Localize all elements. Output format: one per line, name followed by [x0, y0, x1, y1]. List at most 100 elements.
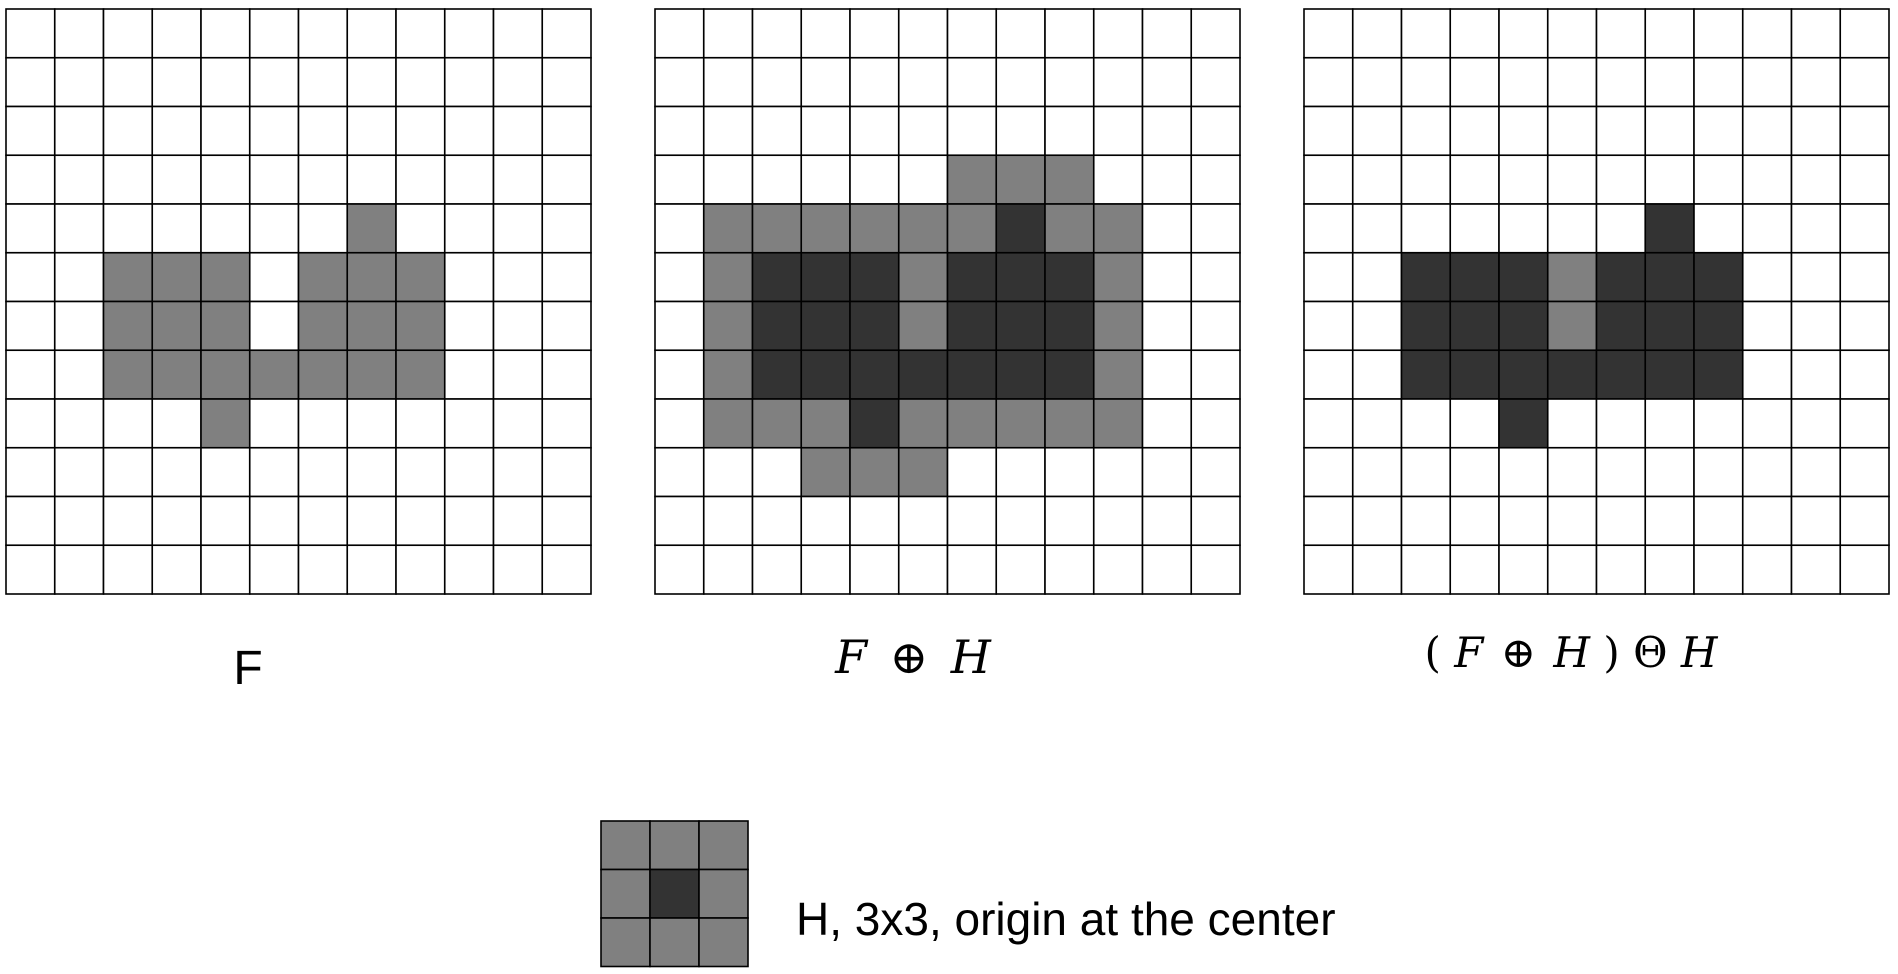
grid-cell-gray [800, 446, 851, 498]
grid-cell-empty [1092, 446, 1144, 498]
grid-cell-empty [1644, 398, 1695, 449]
grid-cell-empty [541, 203, 592, 254]
grid-cell-empty [151, 446, 202, 498]
grid-cell-empty [443, 105, 495, 157]
grid-cell-empty [102, 398, 154, 449]
grid-cell-empty [654, 300, 705, 352]
grid-cell-empty [151, 398, 202, 449]
grid-cell-dark [849, 251, 900, 303]
grid-cell-dark [1044, 349, 1095, 400]
grid-cell-empty [654, 544, 705, 595]
grid-cell-empty [995, 446, 1046, 498]
grid-cell-empty [443, 544, 495, 595]
grid-cell-empty [1303, 349, 1354, 400]
grid-cell-dark [1693, 300, 1744, 352]
grid-cell-dark [1498, 251, 1549, 303]
grid-cell-empty [1790, 398, 1842, 449]
grid-cell-empty [1741, 544, 1793, 595]
grid-cell-empty [1839, 349, 1890, 400]
grid-cell-gray [702, 398, 754, 449]
grid-cell-empty [1741, 349, 1793, 400]
grid-cell-empty [1044, 8, 1095, 59]
grid-cell-empty [1498, 105, 1549, 157]
grid-cell-dark [1449, 251, 1500, 303]
grid-cell-empty [248, 203, 300, 254]
grid-cell-empty [1693, 105, 1744, 157]
grid-cell-empty [1546, 105, 1598, 157]
grid-cell-empty [1141, 544, 1193, 595]
grid-cell-empty [1044, 495, 1095, 547]
grid-cell-empty [102, 495, 154, 547]
grid-cell-dark [1044, 300, 1095, 352]
grid-cell-empty [1303, 544, 1354, 595]
grid-cell-empty [1303, 300, 1354, 352]
grid-cell-empty [541, 544, 592, 595]
grid-cell-gray [800, 203, 851, 254]
grid-cell-gray [849, 203, 900, 254]
label-f-dilate-h: F ⊕ H [834, 630, 992, 684]
grid-cell-empty [995, 56, 1046, 108]
grid-cell-empty [248, 8, 300, 59]
grid-cell-empty [248, 56, 300, 108]
grid-cell-empty [1449, 544, 1500, 595]
grid-cell-empty [1141, 8, 1193, 59]
grid-cell-empty [751, 105, 803, 157]
grid-cell-empty [297, 154, 349, 205]
grid-cell-empty [1790, 56, 1842, 108]
grid-cell-gray [698, 868, 749, 919]
grid-cell-dark [1449, 300, 1500, 352]
grid-cell-gray [1092, 203, 1144, 254]
grid-cell-empty [1351, 56, 1403, 108]
grid-cell-empty [102, 544, 154, 595]
grid-cell-empty [102, 56, 154, 108]
grid-cell-empty [1693, 398, 1744, 449]
grid-cell-empty [654, 446, 705, 498]
grid-cell-empty [53, 544, 105, 595]
grid-cell-empty [897, 495, 949, 547]
grid-cell-dark [849, 398, 900, 449]
grid-cell-empty [946, 446, 998, 498]
grid-cell-dark [946, 300, 998, 352]
grid-cell-empty [53, 398, 105, 449]
grid-cell-empty [5, 544, 56, 595]
grid-cell-empty [102, 154, 154, 205]
grid-cell-empty [1741, 105, 1793, 157]
grid-cell-empty [5, 8, 56, 59]
grid-cell-empty [492, 446, 544, 498]
grid-cell-empty [1303, 495, 1354, 547]
grid-cell-gray [897, 398, 949, 449]
grid-cell-empty [492, 203, 544, 254]
grid-cell-gray [151, 300, 202, 352]
grid-cell-gray [1044, 203, 1095, 254]
grid-cell-gray [600, 868, 651, 919]
grid-cell-gray [698, 820, 749, 871]
grid-cell-empty [1400, 544, 1452, 595]
grid-cell-empty [1839, 56, 1890, 108]
grid-cell-empty [1190, 349, 1241, 400]
grid-cell-dark [1644, 349, 1695, 400]
grid-cell-empty [1644, 8, 1695, 59]
grid-cell-empty [1839, 446, 1890, 498]
grid-cell-empty [53, 8, 105, 59]
grid-cell-empty [751, 154, 803, 205]
grid-cell-gray [1092, 398, 1144, 449]
grid-cell-empty [751, 495, 803, 547]
grid-cell-empty [1546, 154, 1598, 205]
grid-cell-empty [200, 544, 251, 595]
grid-cell-empty [492, 349, 544, 400]
grid-cell-empty [654, 251, 705, 303]
grid-cell-dark [995, 300, 1046, 352]
grid-cell-empty [395, 56, 446, 108]
grid-cell-gray [248, 349, 300, 400]
grid-f-dilate-h [654, 8, 1241, 595]
grid-cell-empty [1741, 300, 1793, 352]
grid-cell-empty [654, 56, 705, 108]
grid-cell-empty [1400, 56, 1452, 108]
grid-cell-empty [1498, 56, 1549, 108]
grid-cell-empty [151, 544, 202, 595]
grid-cell-empty [297, 56, 349, 108]
grid-cell-empty [1449, 446, 1500, 498]
grid-cell-empty [1092, 154, 1144, 205]
grid-cell-empty [1351, 349, 1403, 400]
grid-cell-empty [1693, 446, 1744, 498]
